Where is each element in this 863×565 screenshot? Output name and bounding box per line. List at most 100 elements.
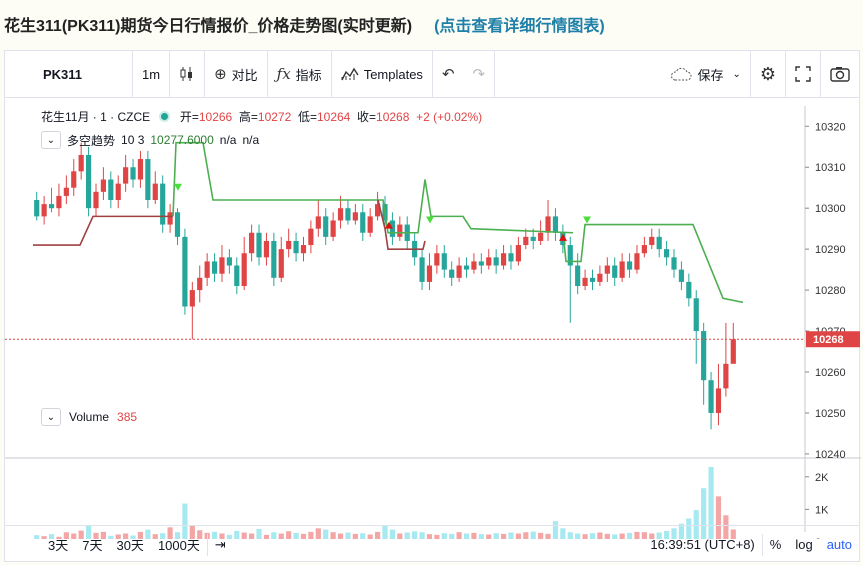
volume-bar bbox=[397, 533, 403, 539]
volume-bar bbox=[367, 534, 373, 539]
volume-bar bbox=[508, 532, 514, 539]
collapse-volume-button[interactable]: ⌄ bbox=[41, 408, 61, 426]
templates-button[interactable]: Templates bbox=[332, 51, 433, 97]
percent-toggle[interactable]: % bbox=[761, 533, 789, 556]
volume-bar bbox=[256, 528, 262, 539]
candle-body bbox=[241, 253, 247, 286]
candle-body bbox=[345, 208, 351, 221]
volume-bar bbox=[300, 533, 307, 539]
fullscreen-button[interactable] bbox=[786, 51, 821, 97]
volume-bar bbox=[434, 534, 440, 539]
candle-body bbox=[226, 257, 232, 266]
indicators-button[interactable]: ƒx 指标 bbox=[268, 51, 332, 97]
volume-bar bbox=[589, 533, 596, 539]
volume-bar bbox=[41, 536, 47, 539]
price-tick-label: 10250 bbox=[815, 408, 846, 420]
candle-body bbox=[508, 253, 514, 262]
volume-bar bbox=[612, 534, 618, 539]
volume-bar bbox=[604, 533, 610, 539]
sell-signal-icon bbox=[559, 233, 567, 241]
interval-button[interactable]: 1m bbox=[133, 51, 171, 97]
high-label: 高= bbox=[238, 110, 258, 124]
candle-body bbox=[330, 220, 336, 237]
redo-icon: ↷ bbox=[472, 66, 486, 83]
compare-button[interactable]: ⊕ 对比 bbox=[205, 51, 268, 97]
indicator-na-1: n/a bbox=[219, 133, 237, 147]
volume-bar bbox=[582, 534, 588, 539]
undo-button[interactable]: ↶ bbox=[433, 51, 464, 97]
candle-body bbox=[71, 171, 77, 188]
volume-bar bbox=[345, 532, 351, 539]
candle-body bbox=[85, 154, 92, 209]
goto-date-button[interactable]: ⇥ bbox=[206, 533, 233, 556]
bottom-toolbar: 3天 7天 30天 1000天 ⇥ 16:39:51 (UTC+8) % log… bbox=[5, 525, 859, 563]
volume-bar bbox=[249, 533, 255, 539]
candle-body bbox=[463, 265, 470, 270]
volume-bar bbox=[656, 532, 662, 539]
sell-signal-icon bbox=[385, 221, 393, 229]
candle-body bbox=[426, 265, 433, 282]
volume-bar bbox=[108, 535, 114, 539]
volume-bar bbox=[152, 534, 158, 539]
volume-bar bbox=[278, 533, 284, 539]
candle-body bbox=[56, 195, 62, 209]
price-tick-label: 10320 bbox=[815, 121, 846, 133]
candle-body bbox=[441, 253, 447, 270]
main-legend: 花生11月 · 1 · CZCE 开=10266 高=10272 低=10264… bbox=[41, 108, 482, 125]
auto-toggle[interactable]: auto bbox=[826, 537, 852, 552]
chevron-down-icon: ⌄ bbox=[46, 134, 56, 146]
candle-body bbox=[271, 240, 277, 278]
volume-bar bbox=[211, 531, 218, 539]
volume-bar bbox=[315, 528, 321, 539]
candle-body bbox=[478, 261, 484, 266]
volume-bar bbox=[382, 525, 388, 539]
candle-body bbox=[708, 380, 714, 413]
collapse-indicator-button[interactable]: ⌄ bbox=[41, 131, 61, 149]
volume-bar bbox=[545, 533, 551, 539]
templates-icon bbox=[341, 67, 359, 81]
redo-button[interactable]: ↷ bbox=[464, 51, 496, 97]
volume-bar bbox=[145, 529, 151, 539]
candle-body bbox=[486, 257, 492, 266]
price-chart[interactable]: 1032010310103001029010280102701026010250… bbox=[5, 99, 861, 539]
candle-body bbox=[249, 232, 255, 254]
range-30d-button[interactable]: 30天 bbox=[116, 538, 144, 553]
candle-body bbox=[367, 216, 373, 233]
volume-bar bbox=[63, 532, 69, 539]
trend-line bbox=[172, 141, 574, 234]
compare-label: 对比 bbox=[231, 67, 258, 83]
candle-body bbox=[197, 277, 203, 291]
candle-body bbox=[323, 216, 329, 237]
settings-button[interactable]: ⚙ bbox=[751, 51, 786, 97]
candle-body bbox=[34, 200, 40, 217]
volume-bar bbox=[241, 532, 247, 539]
volume-bar bbox=[597, 532, 603, 539]
candle-body bbox=[182, 236, 188, 307]
volume-bar bbox=[456, 532, 462, 539]
volume-bar bbox=[449, 533, 455, 539]
log-toggle[interactable]: log bbox=[795, 537, 813, 552]
chart-style-button[interactable] bbox=[170, 51, 206, 97]
symbol-button[interactable]: PK311 bbox=[5, 51, 133, 97]
save-button[interactable]: 保存 ⌄ bbox=[661, 51, 751, 97]
volume-bar bbox=[234, 530, 240, 539]
snapshot-button[interactable] bbox=[821, 51, 859, 97]
templates-label: Templates bbox=[363, 66, 423, 82]
volume-bar bbox=[523, 532, 529, 539]
candle-body bbox=[352, 212, 358, 221]
volume-bar bbox=[441, 533, 447, 539]
volume-bar bbox=[641, 532, 647, 539]
candle-body bbox=[634, 253, 640, 270]
volume-bar bbox=[426, 534, 433, 539]
function-icon: ƒx bbox=[276, 65, 291, 83]
volume-tick-label: 2K bbox=[815, 472, 829, 484]
volume-bar bbox=[730, 529, 736, 539]
candle-body bbox=[419, 257, 425, 282]
close-label: 收= bbox=[357, 110, 377, 124]
volume-bar bbox=[560, 528, 566, 539]
candle-body bbox=[189, 290, 195, 307]
detail-chart-link[interactable]: (点击查看详细行情图表) bbox=[434, 18, 605, 35]
range-7d-button[interactable]: 7天 bbox=[82, 538, 103, 553]
range-1000d-button[interactable]: 1000天 bbox=[157, 538, 200, 553]
range-3d-button[interactable]: 3天 bbox=[48, 538, 69, 553]
